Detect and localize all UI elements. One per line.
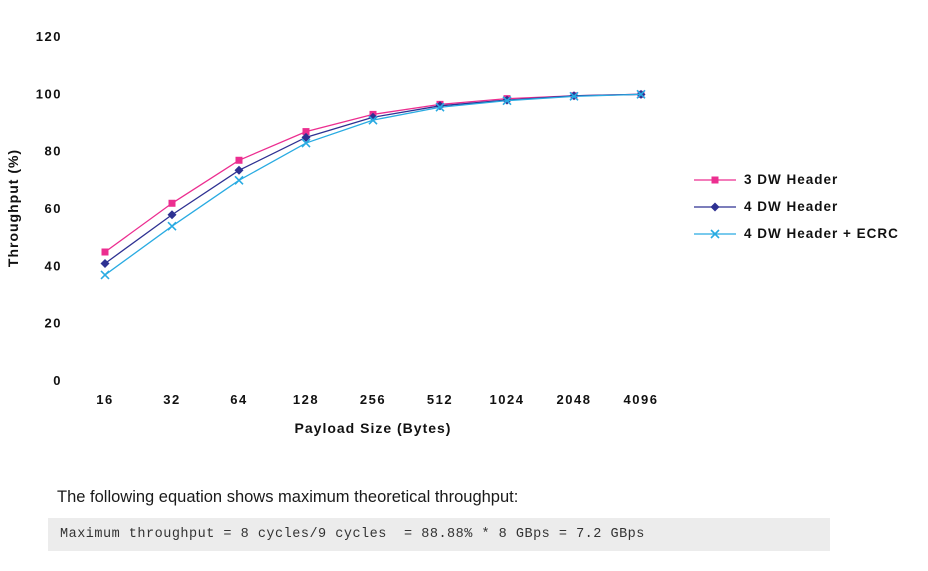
x-tick-label: 4096 xyxy=(624,392,659,407)
y-tick-label: 80 xyxy=(45,144,62,159)
y-tick-label: 0 xyxy=(53,373,62,388)
x-tick-label: 64 xyxy=(230,392,247,407)
legend-item: 3 DW Header xyxy=(694,172,899,187)
caption-text: The following equation shows maximum the… xyxy=(57,488,519,506)
legend-label: 3 DW Header xyxy=(744,172,839,187)
x-tick-label: 32 xyxy=(163,392,180,407)
legend-marker-icon xyxy=(694,176,736,183)
y-axis-title: Throughput (%) xyxy=(5,149,21,267)
legend-marker-icon xyxy=(694,228,736,239)
x-tick-label: 256 xyxy=(360,392,386,407)
x-tick-label: 1024 xyxy=(490,392,525,407)
y-tick-label: 120 xyxy=(36,29,62,44)
legend-label: 4 DW Header xyxy=(744,199,839,214)
legend-item: 4 DW Header xyxy=(694,199,899,214)
x-tick-label: 128 xyxy=(293,392,319,407)
legend-item: 4 DW Header + ECRC xyxy=(694,226,899,241)
legend-marker-icon xyxy=(694,202,736,211)
equation-code-block: Maximum throughput = 8 cycles/9 cycles =… xyxy=(48,518,830,551)
x-axis-title: Payload Size (Bytes) xyxy=(295,420,452,436)
legend-label: 4 DW Header + ECRC xyxy=(744,226,899,241)
y-tick-label: 40 xyxy=(45,258,62,273)
x-tick-label: 16 xyxy=(96,392,113,407)
chart-legend: 3 DW Header 4 DW Header 4 DW Header + ECRC xyxy=(694,172,899,241)
x-tick-label: 512 xyxy=(427,392,453,407)
y-tick-label: 100 xyxy=(36,86,62,101)
y-tick-label: 20 xyxy=(45,316,62,331)
x-tick-label: 2048 xyxy=(557,392,592,407)
throughput-chart: 0 20 40 60 80 100 120 16 32 64 128 256 512 1024 2048 40… xyxy=(5,29,659,436)
y-tick-label: 60 xyxy=(45,201,62,216)
